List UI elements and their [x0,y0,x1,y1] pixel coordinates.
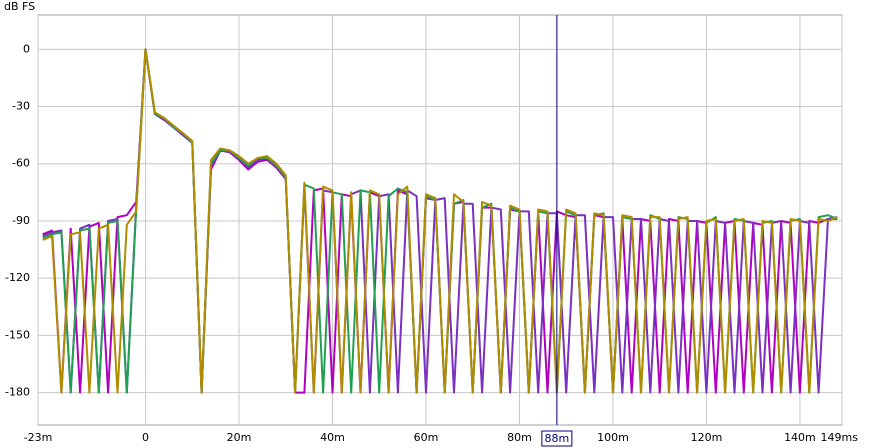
x-tick-label: 20m [227,431,252,444]
y-tick-label: -60 [12,157,30,170]
y-tick-label: -90 [12,214,30,227]
x-tick-label: -23m [24,431,53,444]
x-tick-label: 60m [414,431,439,444]
x-tick-label: 149ms [821,431,859,444]
x-tick-label: 0 [142,431,149,444]
y-tick-label: -30 [12,100,30,113]
x-tick-label: 40m [320,431,345,444]
labels: 0 -30 -60 -90 -120 -150 -180 -23m 0 20m 40m 60m 80m 1… [5,15,859,447]
y-tick-label: -120 [5,271,30,284]
y-tick-label: 0 [23,42,30,55]
cursor-label-box [541,430,573,447]
series-line [42,48,838,394]
x-tick-label: 120m [691,431,723,444]
plot-frame [37,14,843,426]
y-axis-label: dB FS [4,0,35,13]
x-tick-label: 80m [507,431,532,444]
x-tick-label: 100m [597,431,629,444]
x-tick-label: 140m [784,431,816,444]
y-tick-label: -150 [5,328,30,341]
grid [37,14,843,426]
plot-lines [42,48,838,394]
y-tick-label: -180 [5,386,30,399]
cursor-label: 88m [545,432,570,445]
